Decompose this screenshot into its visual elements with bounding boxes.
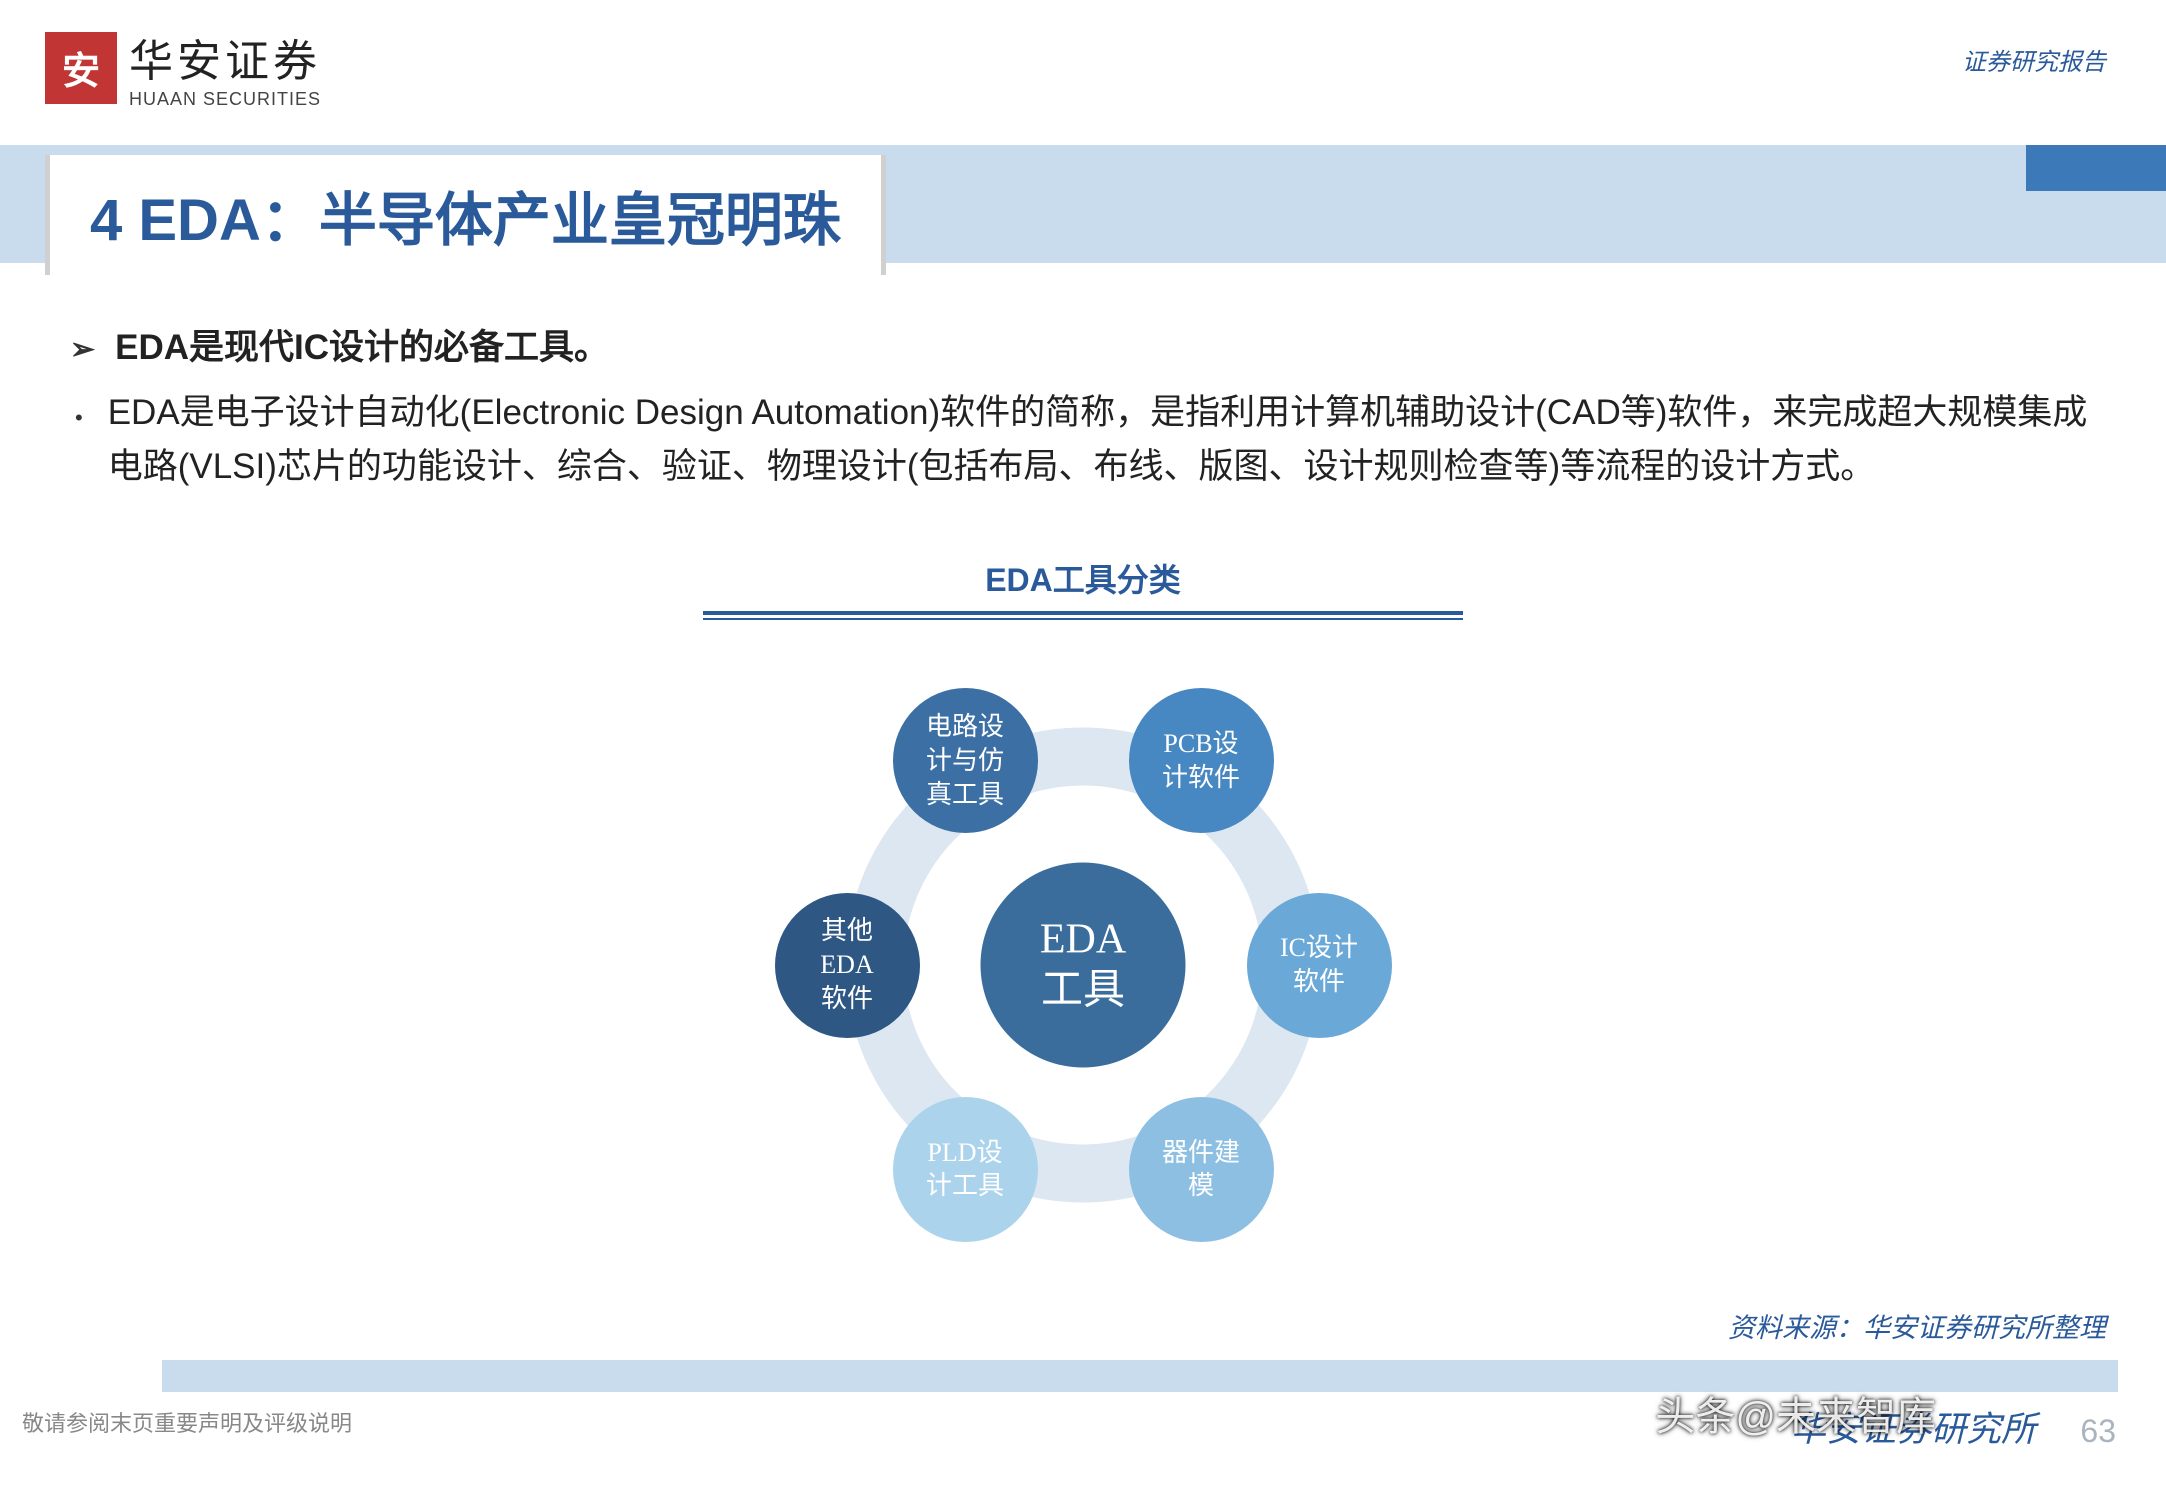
diagram-title: EDA工具分类 <box>703 555 1463 601</box>
company-name-block: 华安证券 HUAAN SECURITIES <box>129 25 321 110</box>
diagram-node: 器件建模 <box>1129 1097 1274 1242</box>
bullet-heading: ➢ EDA是现代IC设计的必备工具。 <box>70 320 2096 376</box>
eda-diagram: EDA工具分类 EDA工具 电路设计与仿真工具 PCB设计软件 IC设计软件器件建模… <box>703 555 1463 1285</box>
diagram-node: 电路设计与仿真工具 <box>893 688 1038 833</box>
company-name-en: HUAAN SECURITIES <box>129 89 321 110</box>
company-name-cn: 华安证券 <box>129 25 321 89</box>
diagram-node: PLD设计工具 <box>893 1097 1038 1242</box>
footer-disclaimer: 敬请参阅末页重要声明及评级说明 <box>22 1406 352 1438</box>
diagram-underline <box>703 611 1463 620</box>
header: 安 华安证券 HUAAN SECURITIES <box>45 25 321 110</box>
watermark: 头条@未来智库 <box>1655 1384 1936 1442</box>
bullet-head-text: EDA是现代IC设计的必备工具。 <box>115 320 609 376</box>
title-bar-accent <box>2026 145 2166 191</box>
page-title: 4 EDA：半导体产业皇冠明珠 <box>90 173 841 257</box>
bullet-body: • EDA是电子设计自动化(Electronic Design Automati… <box>70 386 2096 495</box>
diagram-node: IC设计软件 <box>1247 893 1392 1038</box>
bullet-section: ➢ EDA是现代IC设计的必备工具。 • EDA是电子设计自动化(Electro… <box>70 320 2096 495</box>
dot-bullet-icon: • <box>75 400 83 435</box>
arrow-bullet-icon: ➢ <box>70 326 95 374</box>
content-area: ➢ EDA是现代IC设计的必备工具。 • EDA是电子设计自动化(Electro… <box>70 320 2096 495</box>
circle-diagram: EDA工具 电路设计与仿真工具 PCB设计软件 IC设计软件器件建模 PLD设计工具 其… <box>763 645 1403 1285</box>
center-node: EDA工具 <box>981 863 1186 1068</box>
diagram-node: PCB设计软件 <box>1129 688 1274 833</box>
diagram-node: 其他EDA软件 <box>775 893 920 1038</box>
report-type-label: 证券研究报告 <box>1962 42 2106 77</box>
bullet-body-text: EDA是电子设计自动化(Electronic Design Automation… <box>108 386 2096 495</box>
source-attribution: 资料来源：华安证券研究所整理 <box>1728 1306 2106 1345</box>
title-box: 4 EDA：半导体产业皇冠明珠 <box>45 155 886 275</box>
company-logo-icon: 安 <box>45 32 117 104</box>
page-number: 63 <box>2080 1413 2116 1450</box>
